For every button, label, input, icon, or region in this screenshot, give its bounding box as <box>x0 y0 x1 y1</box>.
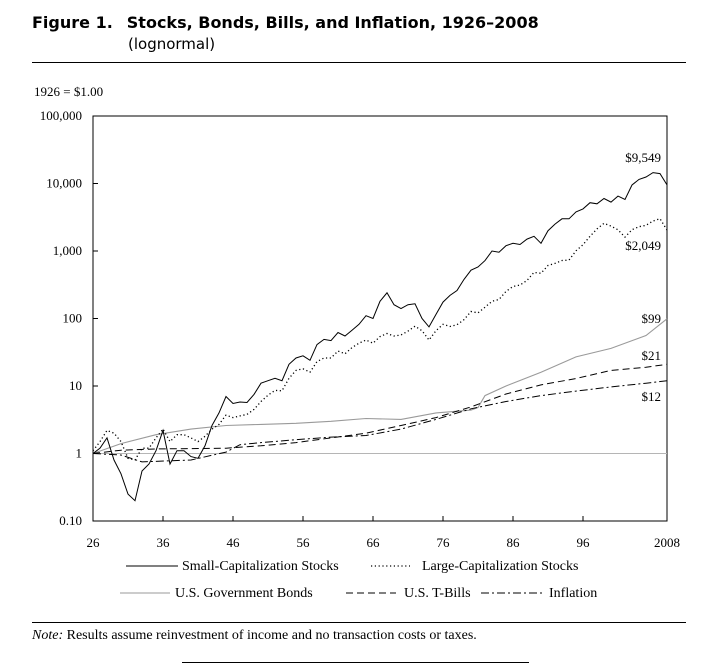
note-rule <box>32 622 686 623</box>
x-tick-label: 66 <box>367 535 381 550</box>
x-tick-label: 26 <box>87 535 101 550</box>
series-line-inflation <box>92 380 668 463</box>
y-tick-label: 100 <box>63 311 83 326</box>
figure-title-text: Stocks, Bonds, Bills, and Inflation, 192… <box>126 13 539 32</box>
legend-label: Small-Capitalization Stocks <box>182 559 339 574</box>
legend-label: Inflation <box>549 586 597 601</box>
series-line-u-s-government-bonds <box>92 318 668 455</box>
figure-title: Figure 1. Stocks, Bonds, Bills, and Infla… <box>32 13 539 32</box>
note-label: Note: <box>32 628 64 643</box>
end-value-label: $2,049 <box>625 238 661 253</box>
y-tick-label: 0.10 <box>59 513 82 528</box>
figure-subtitle: (lognormal) <box>128 35 216 53</box>
y-tick-label: 10 <box>69 378 82 393</box>
figure-label: Figure 1. <box>32 13 113 32</box>
end-value-label: $9,549 <box>625 150 661 165</box>
series-line-small-capitalization-stocks <box>92 172 668 502</box>
x-tick-label: 86 <box>507 535 521 550</box>
x-tick-label: 2008 <box>654 535 680 550</box>
top-rule <box>32 62 686 63</box>
legend-label: U.S. T-Bills <box>404 586 471 601</box>
y-tick-label: 1,000 <box>53 243 82 258</box>
legend-label: Large-Capitalization Stocks <box>422 559 578 574</box>
note: Note: Results assume reinvestment of inc… <box>32 628 477 644</box>
end-value-label: $99 <box>642 311 662 326</box>
y-tick-label: 10,000 <box>46 176 82 191</box>
bottom-rule <box>182 662 529 663</box>
x-tick-label: 96 <box>577 535 591 550</box>
base-label: 1926 = $1.00 <box>34 84 104 99</box>
x-tick-label: 76 <box>437 535 451 550</box>
y-tick-label: 1 <box>76 446 83 461</box>
x-tick-label: 56 <box>297 535 311 550</box>
end-value-label: $12 <box>642 389 662 404</box>
x-tick-label: 46 <box>227 535 241 550</box>
end-value-label: $21 <box>642 348 662 363</box>
series-line-u-s-t-bills <box>92 363 668 454</box>
x-tick-label: 36 <box>157 535 171 550</box>
legend-label: U.S. Government Bonds <box>175 586 313 601</box>
note-text: Results assume reinvestment of income an… <box>66 628 477 643</box>
y-tick-label: 100,000 <box>40 108 82 123</box>
series-line-large-capitalization-stocks <box>92 217 668 461</box>
